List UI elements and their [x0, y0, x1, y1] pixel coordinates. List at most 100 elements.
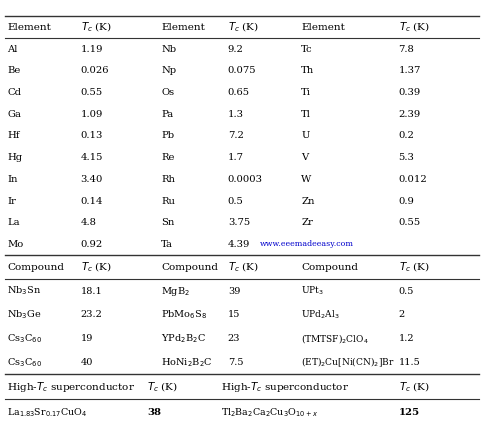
- Text: 4.15: 4.15: [81, 153, 103, 162]
- Text: 0.92: 0.92: [81, 240, 103, 249]
- Text: La$_{1.83}$Sr$_{0.17}$CuO$_4$: La$_{1.83}$Sr$_{0.17}$CuO$_4$: [7, 407, 88, 419]
- Text: 3.75: 3.75: [228, 218, 250, 227]
- Text: 40: 40: [81, 358, 93, 367]
- Text: 1.2: 1.2: [398, 334, 414, 343]
- Text: 2.39: 2.39: [398, 110, 421, 119]
- Text: In: In: [7, 175, 18, 184]
- Text: Sn: Sn: [161, 218, 175, 227]
- Text: 7.8: 7.8: [398, 45, 414, 54]
- Text: Pb: Pb: [161, 132, 175, 141]
- Text: 3.40: 3.40: [81, 175, 103, 184]
- Text: 39: 39: [228, 286, 240, 296]
- Text: 23: 23: [228, 334, 240, 343]
- Text: 0.012: 0.012: [398, 175, 427, 184]
- Text: Mo: Mo: [7, 240, 23, 249]
- Text: 19: 19: [81, 334, 93, 343]
- Text: Tc: Tc: [301, 45, 313, 54]
- Text: $T_c$ (K): $T_c$ (K): [398, 260, 430, 274]
- Text: HoNi$_2$B$_2$C: HoNi$_2$B$_2$C: [161, 356, 213, 369]
- Text: 0.14: 0.14: [81, 197, 103, 206]
- Text: Zr: Zr: [301, 218, 313, 227]
- Text: Ir: Ir: [7, 197, 16, 206]
- Text: $T_c$ (K): $T_c$ (K): [398, 21, 430, 34]
- Text: (TMTSF)$_2$ClO$_4$: (TMTSF)$_2$ClO$_4$: [301, 332, 369, 345]
- Text: 0.39: 0.39: [398, 88, 421, 97]
- Text: YBa$_2$Cu$_3$O$_{6+x}$: YBa$_2$Cu$_3$O$_{6+x}$: [7, 432, 75, 434]
- Text: Os: Os: [161, 88, 175, 97]
- Text: $T_c$ (K): $T_c$ (K): [228, 260, 259, 274]
- Text: UPd$_2$Al$_3$: UPd$_2$Al$_3$: [301, 309, 340, 321]
- Text: 23.2: 23.2: [81, 310, 103, 319]
- Text: La: La: [7, 218, 20, 227]
- Text: Compound: Compound: [7, 263, 64, 272]
- Text: $T_c$ (K): $T_c$ (K): [228, 21, 259, 34]
- Text: Np: Np: [161, 66, 177, 76]
- Text: V: V: [301, 153, 308, 162]
- Text: Element: Element: [7, 23, 51, 32]
- Text: Ru: Ru: [161, 197, 175, 206]
- Text: 1.37: 1.37: [398, 66, 421, 76]
- Text: 0.5: 0.5: [228, 197, 243, 206]
- Text: 0.0003: 0.0003: [228, 175, 263, 184]
- Text: Ta: Ta: [161, 240, 173, 249]
- Text: High-$T_c$ superconductor: High-$T_c$ superconductor: [7, 380, 136, 394]
- Text: 0.9: 0.9: [398, 197, 414, 206]
- Text: 38: 38: [147, 408, 161, 417]
- Text: 11.5: 11.5: [398, 358, 420, 367]
- Text: www.eeemadeeasy.com: www.eeemadeeasy.com: [260, 240, 354, 248]
- Text: 1.09: 1.09: [81, 110, 103, 119]
- Text: Element: Element: [301, 23, 345, 32]
- Text: 2: 2: [398, 310, 405, 319]
- Text: MgB$_2$: MgB$_2$: [161, 285, 190, 298]
- Text: Re: Re: [161, 153, 175, 162]
- Text: 0.5: 0.5: [398, 286, 414, 296]
- Text: 9.2: 9.2: [228, 45, 243, 54]
- Text: Cs$_3$C$_{60}$: Cs$_3$C$_{60}$: [7, 356, 42, 369]
- Text: $T_c$ (K): $T_c$ (K): [398, 381, 430, 394]
- Text: Cs$_3$C$_{60}$: Cs$_3$C$_{60}$: [7, 332, 42, 345]
- Text: Al: Al: [7, 45, 17, 54]
- Text: Cd: Cd: [7, 88, 21, 97]
- Text: 1.3: 1.3: [228, 110, 244, 119]
- Text: 1.7: 1.7: [228, 153, 244, 162]
- Text: HgBa2Ca$_2$Cu$_3$O$_{8+x}$: HgBa2Ca$_2$Cu$_3$O$_{8+x}$: [221, 432, 316, 434]
- Text: Element: Element: [161, 23, 205, 32]
- Text: PbMo$_6$S$_8$: PbMo$_6$S$_8$: [161, 309, 208, 321]
- Text: 7.2: 7.2: [228, 132, 243, 141]
- Text: 4.8: 4.8: [81, 218, 97, 227]
- Text: High-$T_c$ superconductor: High-$T_c$ superconductor: [221, 380, 349, 394]
- Text: 7.5: 7.5: [228, 358, 243, 367]
- Text: Th: Th: [301, 66, 315, 76]
- Text: Ga: Ga: [7, 110, 21, 119]
- Text: 0.55: 0.55: [81, 88, 103, 97]
- Text: 0.075: 0.075: [228, 66, 257, 76]
- Text: Rh: Rh: [161, 175, 175, 184]
- Text: 0.65: 0.65: [228, 88, 250, 97]
- Text: Nb$_3$Ge: Nb$_3$Ge: [7, 309, 42, 321]
- Text: 0.2: 0.2: [398, 132, 414, 141]
- Text: Compound: Compound: [161, 263, 218, 272]
- Text: Pa: Pa: [161, 110, 174, 119]
- Text: Hf: Hf: [7, 132, 20, 141]
- Text: Nb$_3$Sn: Nb$_3$Sn: [7, 285, 42, 297]
- Text: 1.19: 1.19: [81, 45, 103, 54]
- Text: YPd$_2$B$_2$C: YPd$_2$B$_2$C: [161, 332, 206, 345]
- Text: Compound: Compound: [301, 263, 358, 272]
- Text: W: W: [301, 175, 312, 184]
- Text: U: U: [301, 132, 310, 141]
- Text: Be: Be: [7, 66, 21, 76]
- Text: 15: 15: [228, 310, 240, 319]
- Text: 125: 125: [398, 408, 420, 417]
- Text: 18.1: 18.1: [81, 286, 103, 296]
- Text: $T_c$ (K): $T_c$ (K): [81, 21, 112, 34]
- Text: 0.55: 0.55: [398, 218, 421, 227]
- Text: UPt$_3$: UPt$_3$: [301, 285, 324, 297]
- Text: Ti: Ti: [301, 88, 311, 97]
- Text: Tl: Tl: [301, 110, 311, 119]
- Text: 4.39: 4.39: [228, 240, 250, 249]
- Text: 0.026: 0.026: [81, 66, 109, 76]
- Text: Hg: Hg: [7, 153, 22, 162]
- Text: $T_c$ (K): $T_c$ (K): [147, 381, 178, 394]
- Text: (ET)$_2$Cu[Ni(CN)$_2$]Br: (ET)$_2$Cu[Ni(CN)$_2$]Br: [301, 356, 395, 369]
- Text: 0.13: 0.13: [81, 132, 103, 141]
